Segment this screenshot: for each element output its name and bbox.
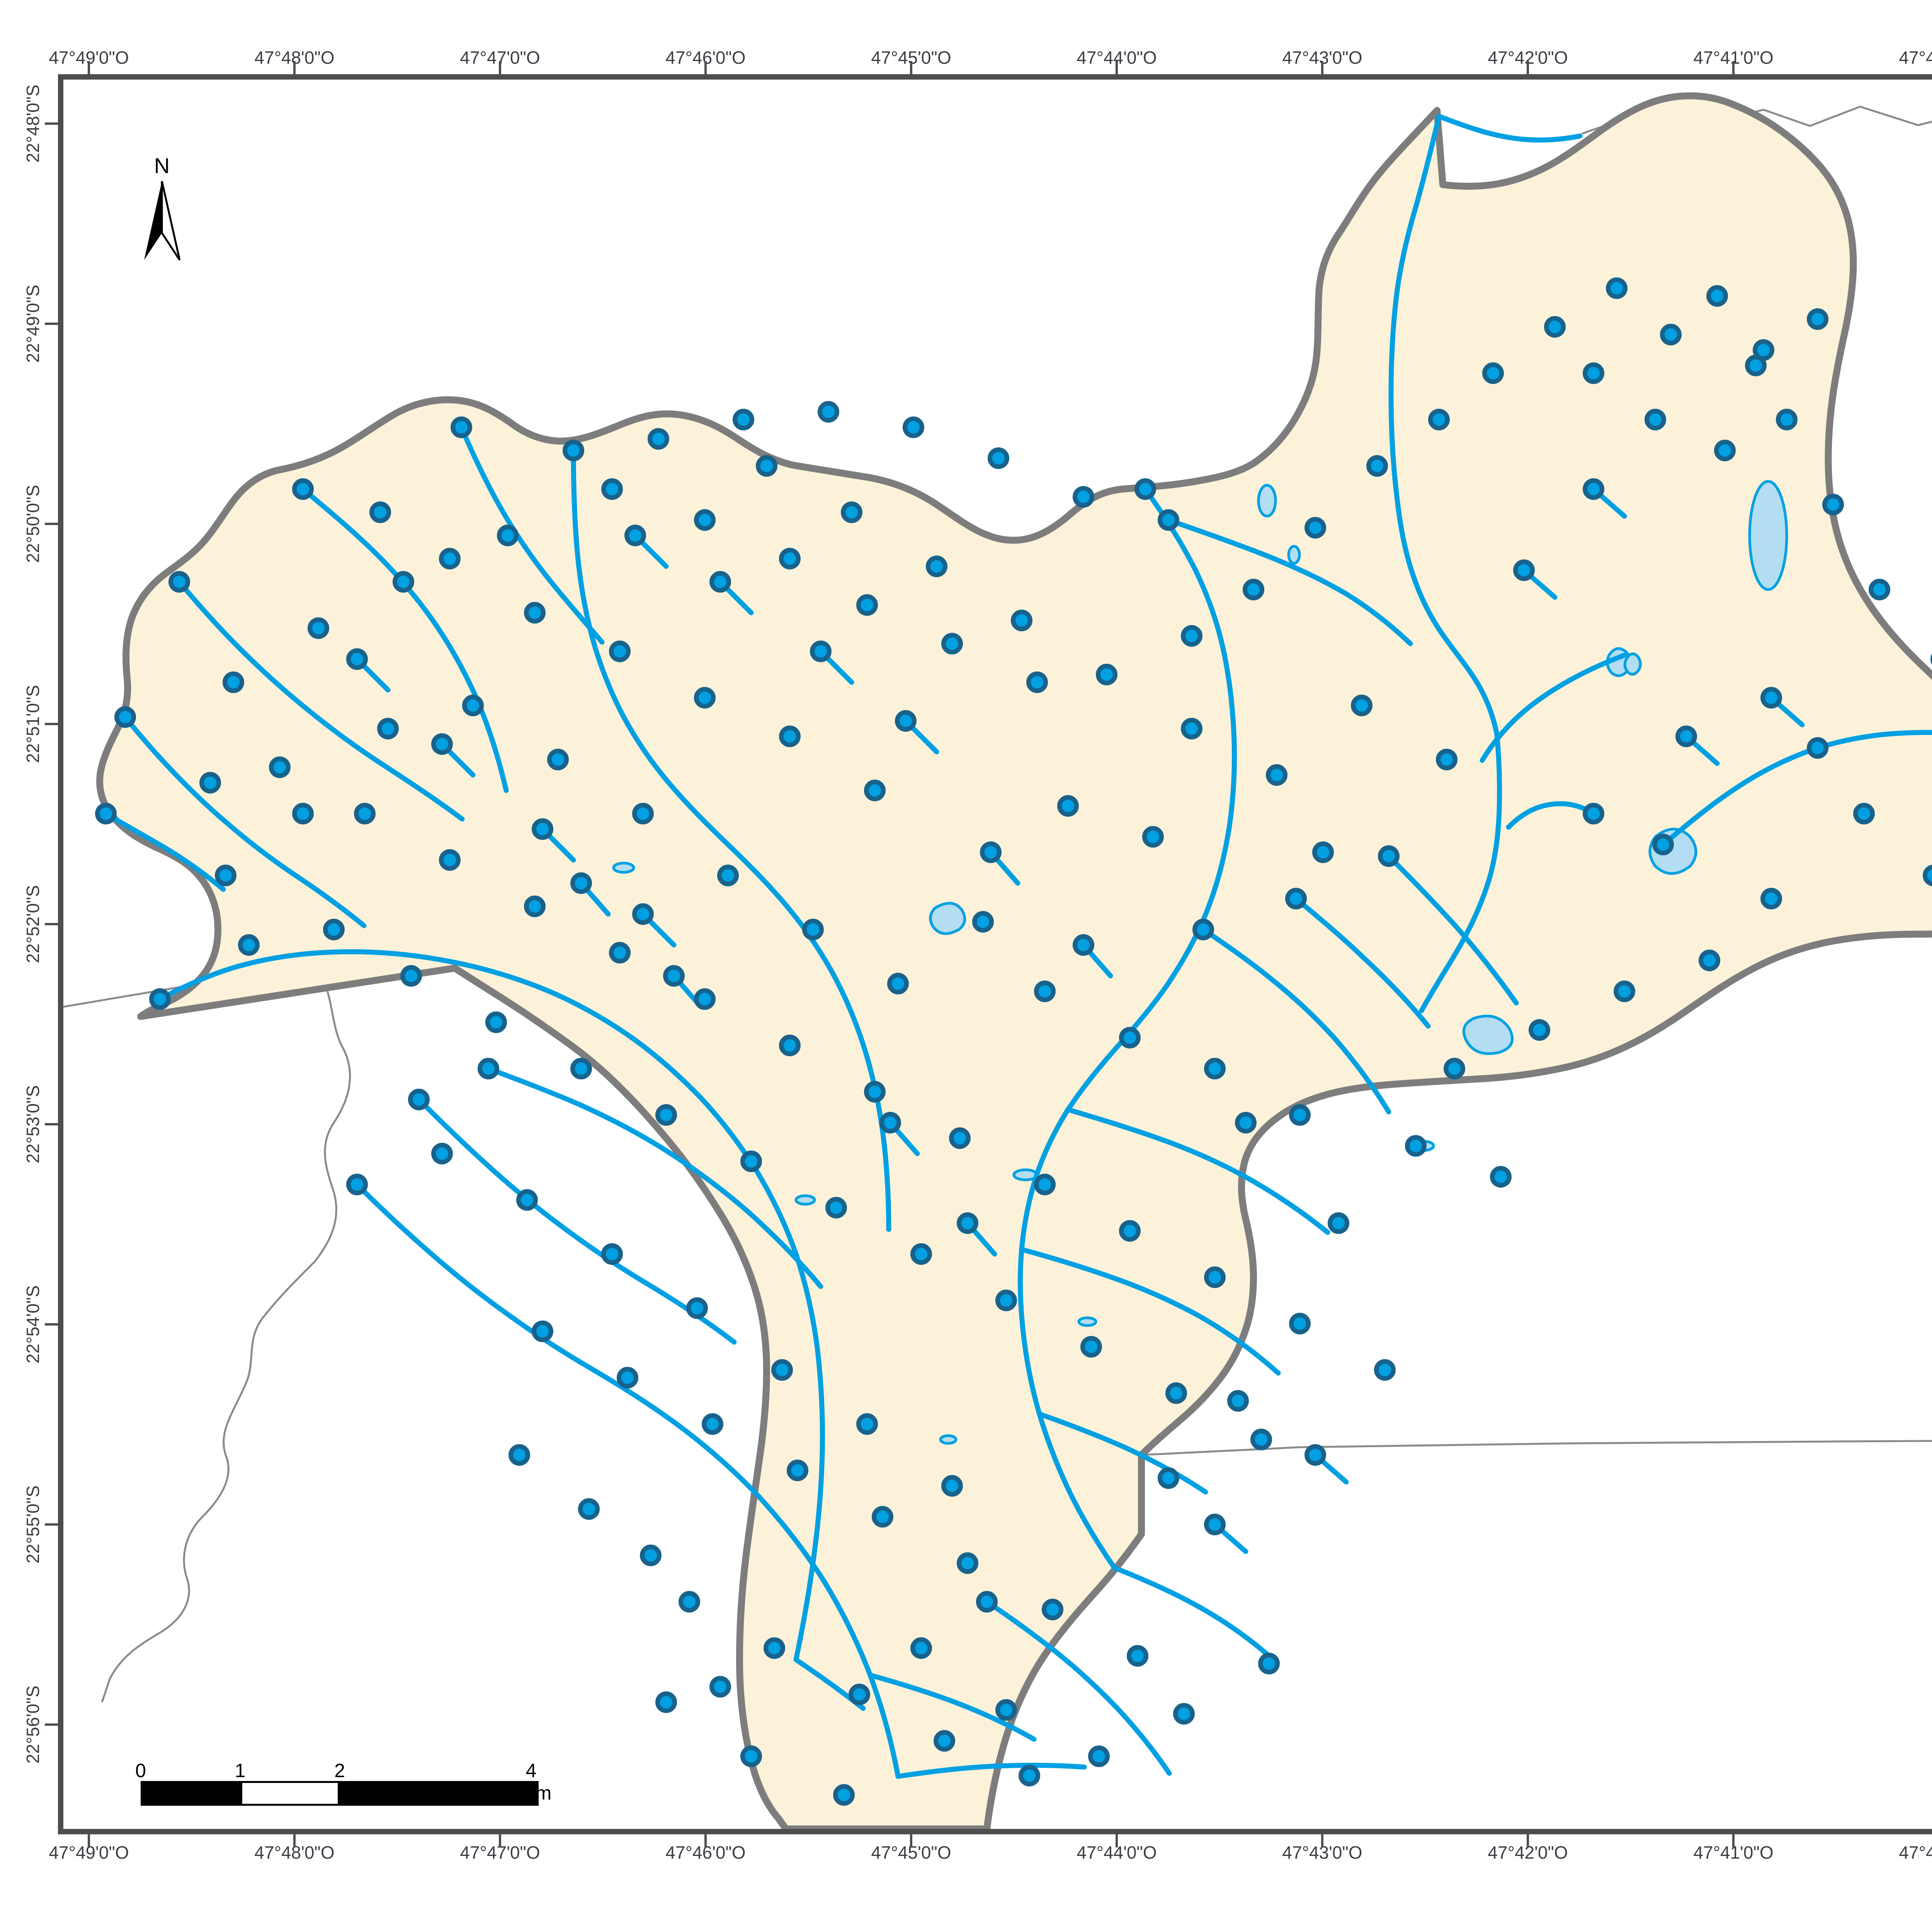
municipal-boundary: [96, 92, 1932, 1829]
latitude-tick-label: 22°51'0"S: [23, 685, 43, 763]
longitude-tick-mark: [704, 1834, 707, 1847]
hydrography-map-graphic: [63, 92, 1932, 1829]
longitude-tick-mark: [499, 61, 501, 74]
longitude-tick-mark: [499, 1834, 501, 1847]
longitude-tick-label: 47°40'0"O: [1899, 1842, 1932, 1863]
latitude-tick-label: 22°56'0"S: [23, 1685, 43, 1764]
latitude-tick-mark: [45, 122, 58, 125]
scale-seg-2: [240, 1781, 340, 1806]
latitude-tick-mark: [45, 1523, 58, 1526]
north-label: N: [154, 153, 170, 178]
longitude-tick-mark: [1116, 1834, 1118, 1847]
longitude-tick-mark: [910, 1834, 912, 1847]
latitude-tick-label: 22°54'0"S: [23, 1285, 43, 1364]
longitude-tick-mark: [704, 61, 707, 74]
latitude-tick-mark: [45, 1723, 58, 1726]
longitude-tick-mark: [1732, 61, 1735, 74]
longitude-tick-mark: [1527, 61, 1529, 74]
scale-label-0: 0: [135, 1760, 146, 1781]
spring-points: [95, 277, 1932, 1806]
longitude-tick-mark: [88, 1834, 90, 1847]
latitude-tick-label: 22°52'0"S: [23, 885, 43, 964]
longitude-tick-mark: [1321, 1834, 1323, 1847]
latitude-tick-mark: [45, 1123, 58, 1125]
latitude-tick-mark: [45, 323, 58, 325]
map-canvas[interactable]: N 0 1 2 4 km: [58, 74, 1932, 1834]
longitude-tick-mark: [1321, 61, 1323, 74]
longitude-tick-label: 47°40'0"O: [1899, 48, 1932, 68]
latitude-tick-mark: [45, 723, 58, 725]
scale-seg-1: [141, 1781, 240, 1806]
longitude-tick-mark: [293, 1834, 296, 1847]
scale-bar-labels: 0 1 2 4 km: [135, 1759, 551, 1804]
scale-seg-3: [340, 1781, 539, 1806]
longitude-tick-mark: [293, 61, 296, 74]
latitude-tick-label: 22°49'0"S: [23, 284, 43, 363]
scale-label-1: 1: [235, 1760, 246, 1781]
longitude-tick-mark: [1732, 1834, 1735, 1847]
latitude-tick-mark: [45, 923, 58, 925]
scale-bar-graphic: [141, 1781, 539, 1806]
latitude-tick-label: 22°50'0"S: [23, 484, 43, 563]
longitude-tick-mark: [1527, 1834, 1529, 1847]
scale-label-2: 2: [334, 1760, 345, 1781]
latitude-tick-label: 22°55'0"S: [23, 1485, 43, 1564]
latitude-tick-mark: [45, 1323, 58, 1326]
latitude-tick-label: 22°48'0"S: [23, 84, 43, 163]
north-arrow: N: [139, 155, 185, 267]
longitude-tick-mark: [88, 61, 90, 74]
longitude-tick-mark: [910, 61, 912, 74]
longitude-tick-mark: [1116, 61, 1118, 74]
latitude-tick-label: 22°53'0"S: [23, 1085, 43, 1164]
latitude-tick-mark: [45, 523, 58, 525]
scale-bar: 0 1 2 4 km: [135, 1759, 551, 1806]
